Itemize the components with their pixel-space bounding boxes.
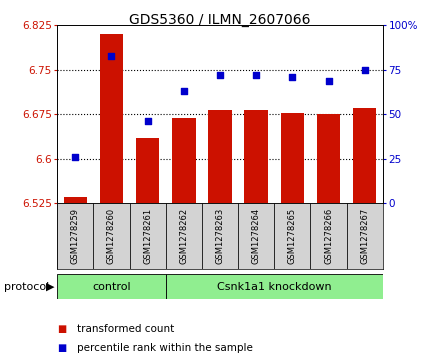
Bar bbox=[311, 203, 347, 269]
Text: ■: ■ bbox=[57, 343, 66, 354]
Bar bbox=[166, 274, 383, 299]
Text: GSM1278264: GSM1278264 bbox=[252, 208, 260, 264]
Bar bbox=[129, 203, 166, 269]
Bar bbox=[100, 34, 123, 203]
Text: GSM1278267: GSM1278267 bbox=[360, 208, 369, 264]
Bar bbox=[166, 203, 202, 269]
Bar bbox=[136, 138, 159, 203]
Bar bbox=[202, 203, 238, 269]
Point bbox=[361, 67, 368, 73]
Bar bbox=[57, 274, 166, 299]
Text: ■: ■ bbox=[57, 323, 66, 334]
Text: GSM1278263: GSM1278263 bbox=[216, 208, 224, 264]
Text: GSM1278266: GSM1278266 bbox=[324, 208, 333, 264]
Bar bbox=[172, 118, 195, 203]
Bar bbox=[57, 203, 93, 269]
Bar bbox=[208, 110, 232, 203]
Text: GSM1278261: GSM1278261 bbox=[143, 208, 152, 264]
Point bbox=[325, 78, 332, 83]
Text: GSM1278265: GSM1278265 bbox=[288, 208, 297, 264]
Text: GSM1278259: GSM1278259 bbox=[71, 208, 80, 264]
Bar bbox=[63, 197, 87, 203]
Text: control: control bbox=[92, 282, 131, 292]
Point bbox=[289, 74, 296, 80]
Bar bbox=[238, 203, 274, 269]
Bar bbox=[347, 203, 383, 269]
Text: transformed count: transformed count bbox=[77, 323, 174, 334]
Bar bbox=[245, 110, 268, 203]
Bar bbox=[274, 203, 311, 269]
Point bbox=[108, 53, 115, 58]
Bar bbox=[317, 114, 340, 203]
Point bbox=[253, 72, 260, 78]
Text: GSM1278260: GSM1278260 bbox=[107, 208, 116, 264]
Text: percentile rank within the sample: percentile rank within the sample bbox=[77, 343, 253, 354]
Text: ▶: ▶ bbox=[46, 282, 55, 292]
Bar bbox=[93, 203, 129, 269]
Text: Csnk1a1 knockdown: Csnk1a1 knockdown bbox=[217, 282, 332, 292]
Point bbox=[144, 119, 151, 125]
Point bbox=[72, 154, 79, 160]
Point bbox=[180, 88, 187, 94]
Bar bbox=[281, 113, 304, 203]
Point bbox=[216, 72, 224, 78]
Text: GSM1278262: GSM1278262 bbox=[180, 208, 188, 264]
Text: GDS5360 / ILMN_2607066: GDS5360 / ILMN_2607066 bbox=[129, 13, 311, 27]
Text: protocol: protocol bbox=[4, 282, 50, 292]
Bar bbox=[353, 109, 377, 203]
